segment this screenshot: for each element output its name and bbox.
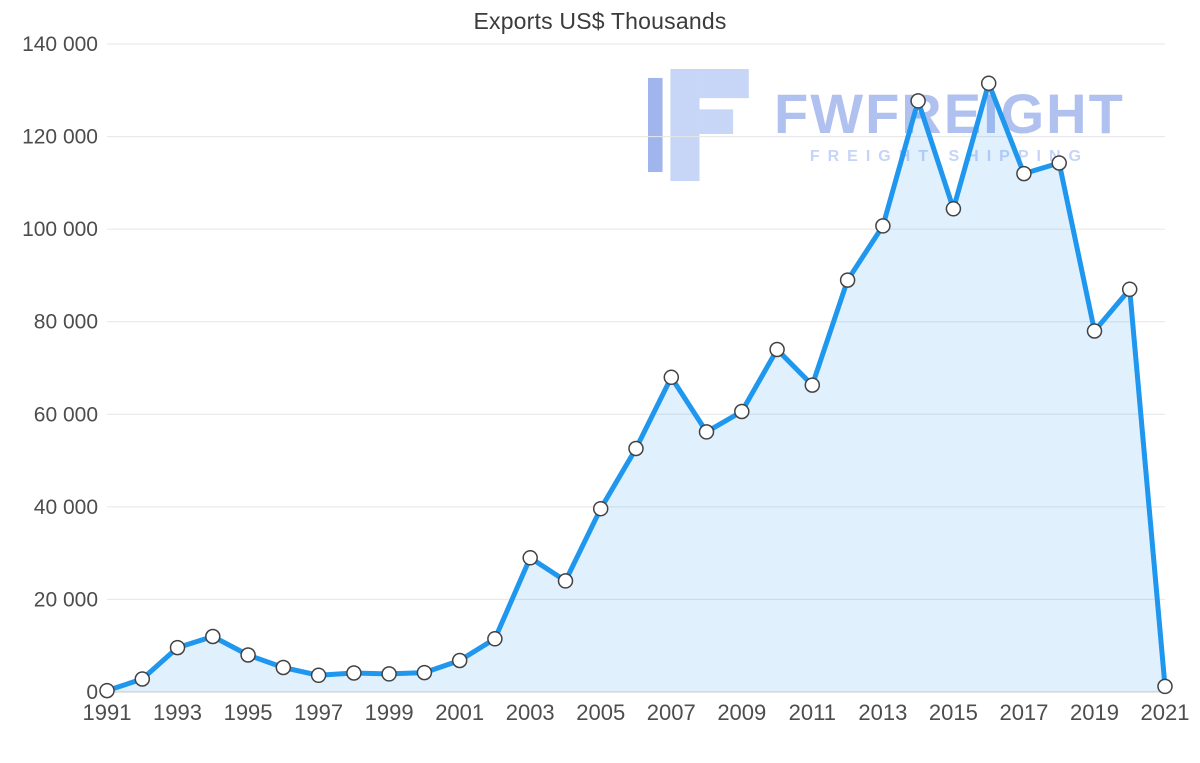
y-axis-label: 40 000 — [34, 496, 98, 519]
data-point[interactable] — [1051, 155, 1067, 171]
x-axis-label: 2001 — [435, 700, 484, 725]
data-point[interactable] — [980, 75, 997, 92]
data-point[interactable] — [134, 671, 151, 687]
x-axis-label: 2003 — [506, 700, 555, 725]
data-point[interactable] — [628, 440, 644, 457]
data-point[interactable] — [522, 550, 538, 566]
y-axis-label: 100 000 — [22, 218, 98, 241]
x-axis-label: 1999 — [365, 700, 414, 725]
data-point[interactable] — [487, 631, 503, 647]
y-axis-label: 0 — [86, 681, 98, 704]
x-axis-label: 1991 — [83, 700, 132, 725]
data-point[interactable] — [416, 664, 433, 681]
data-point[interactable] — [557, 573, 574, 589]
data-point[interactable] — [169, 639, 186, 656]
data-point[interactable] — [804, 377, 821, 393]
x-axis-label: 2019 — [1070, 700, 1119, 725]
x-axis-label: 2011 — [789, 700, 836, 725]
x-axis-label: 2007 — [647, 700, 696, 725]
data-point[interactable] — [1157, 678, 1173, 695]
data-point[interactable] — [910, 93, 926, 109]
data-point[interactable] — [451, 652, 468, 669]
y-axis-label: 80 000 — [34, 311, 98, 334]
data-point[interactable] — [205, 628, 221, 645]
data-point[interactable] — [698, 424, 715, 440]
data-point[interactable] — [663, 369, 680, 386]
data-point[interactable] — [1086, 323, 1103, 339]
data-point[interactable] — [769, 341, 785, 358]
x-axis-label: 2013 — [858, 700, 907, 725]
x-axis-label: 2021 — [1141, 700, 1190, 725]
data-point[interactable] — [1016, 165, 1032, 182]
data-point[interactable] — [1121, 281, 1138, 298]
x-axis-label: 1993 — [153, 700, 202, 725]
data-point[interactable] — [875, 218, 891, 234]
y-axis-label: 120 000 — [22, 126, 98, 149]
y-axis-label: 20 000 — [34, 588, 98, 611]
x-axis-label: 1997 — [294, 700, 343, 725]
data-point[interactable] — [945, 201, 962, 217]
x-axis-label: 1995 — [224, 700, 273, 725]
y-axis-label: 140 000 — [22, 33, 98, 56]
data-point[interactable] — [240, 647, 256, 663]
chart-title: Exports US$ Thousands — [473, 8, 727, 34]
data-point[interactable] — [381, 666, 397, 682]
data-point[interactable] — [592, 500, 609, 517]
data-point[interactable] — [346, 665, 362, 681]
x-axis-label: 2005 — [576, 700, 625, 725]
x-axis-label: 2009 — [717, 700, 766, 725]
data-point[interactable] — [275, 659, 292, 676]
y-axis-label: 60 000 — [34, 403, 98, 426]
data-point[interactable] — [839, 272, 856, 288]
x-axis-label: 2015 — [929, 700, 978, 725]
area-fill — [107, 83, 1165, 693]
data-point[interactable] — [99, 682, 115, 699]
data-point[interactable] — [734, 403, 750, 420]
data-point[interactable] — [310, 667, 327, 684]
x-axis-label: 2017 — [999, 700, 1048, 725]
